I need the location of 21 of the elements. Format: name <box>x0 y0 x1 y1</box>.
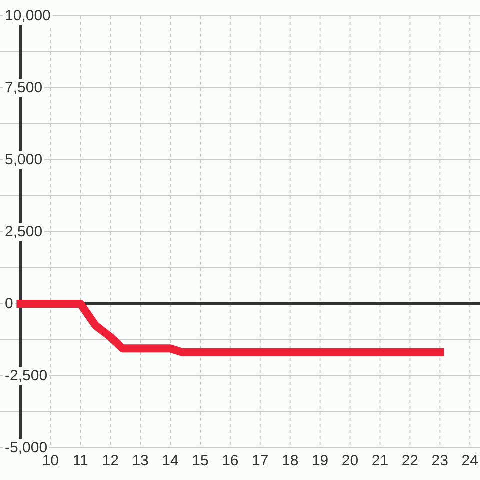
x-tick-label: 16 <box>222 452 239 470</box>
x-tick-label: 13 <box>132 452 149 470</box>
x-tick-label: 21 <box>372 452 389 470</box>
x-tick-label: 12 <box>102 452 119 470</box>
x-tick-label: 11 <box>72 452 88 470</box>
x-tick-label: 15 <box>192 452 209 470</box>
x-tick-label: 20 <box>342 452 359 470</box>
x-tick-label: 14 <box>162 452 179 470</box>
x-tick-label: 24 <box>462 452 478 470</box>
y-tick-label: 5,000 <box>5 152 43 168</box>
y-tick-label: 10,000 <box>5 8 51 24</box>
x-tick-label: 19 <box>312 452 329 470</box>
y-tick-label: -2,500 <box>5 368 48 384</box>
y-tick-label: -5,000 <box>5 440 48 456</box>
x-tick-label: 17 <box>252 452 269 470</box>
y-tick-label: 7,500 <box>5 80 43 96</box>
x-tick-label: 23 <box>432 452 448 470</box>
x-tick-label: 18 <box>282 452 299 470</box>
x-tick-label: 22 <box>402 452 419 470</box>
y-tick-label: 2,500 <box>5 224 43 240</box>
y-tick-label: 0 <box>5 296 14 312</box>
